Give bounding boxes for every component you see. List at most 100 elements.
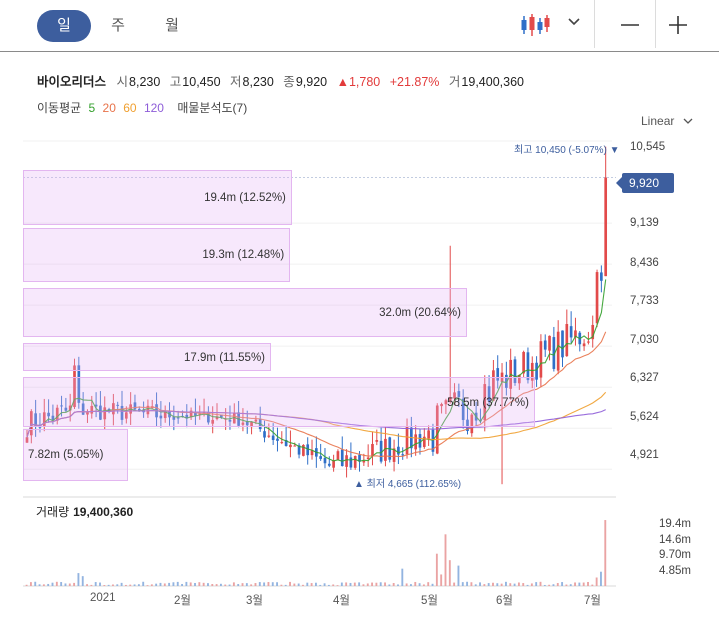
price-tick: 6,327 — [630, 372, 659, 384]
candle-body — [552, 337, 556, 369]
price-summary: 바이오리더스 시8,230 고10,450 저8,230 종9,920 ▲1,7… — [37, 71, 530, 90]
volume-bar — [587, 581, 589, 586]
volume-bar — [258, 582, 261, 586]
volume-bar — [470, 582, 473, 586]
tab-weekly[interactable]: 주 — [111, 17, 125, 34]
volume-bar — [150, 584, 153, 586]
volume-bar — [172, 582, 175, 586]
volume-bar — [211, 584, 214, 586]
volume-bar — [29, 582, 32, 586]
chevron-down-icon — [683, 118, 693, 124]
volume-bar — [336, 585, 339, 586]
candle-body — [64, 407, 68, 411]
volume-tick: 9.70m — [659, 549, 691, 561]
candle-body — [496, 368, 500, 381]
candle-body — [112, 403, 115, 415]
candle-body — [591, 324, 595, 340]
candle-body — [556, 331, 560, 371]
volume-bar — [479, 582, 481, 586]
volume-bar — [120, 582, 123, 586]
volume-bar — [34, 581, 37, 586]
volume-bar — [492, 582, 494, 586]
volume-bar — [323, 583, 326, 586]
candle-body — [245, 421, 249, 426]
scale-selector[interactable]: Linear — [641, 114, 693, 128]
tab-daily[interactable]: 일 — [37, 10, 91, 42]
volume-bar — [68, 583, 71, 586]
volume-bar — [375, 582, 378, 586]
candle-body — [250, 421, 253, 428]
candle-body — [466, 419, 469, 432]
candle-body — [362, 460, 366, 463]
minus-icon[interactable] — [619, 14, 641, 36]
candle-body — [574, 330, 577, 338]
scale-label: Linear — [641, 114, 675, 128]
candle-body — [565, 324, 569, 357]
candle-body — [444, 400, 448, 405]
volume-bar — [582, 582, 585, 586]
candle-body — [483, 384, 487, 421]
volume-profile-bar: 19.4m (12.52%) — [23, 169, 292, 226]
candle-body — [42, 412, 46, 427]
candle-body — [422, 436, 426, 447]
volume-bar — [591, 584, 594, 586]
volume-bar — [129, 584, 132, 586]
candle-body — [358, 454, 361, 462]
volume-tick: 19.4m — [659, 518, 691, 530]
toolbar-divider — [655, 0, 656, 48]
volume-bar — [232, 582, 235, 586]
candle-body — [561, 330, 564, 358]
volume-bar — [509, 583, 512, 586]
stock-name: 바이오리더스 — [37, 75, 107, 89]
ma-60[interactable]: 60 — [123, 101, 137, 115]
volume-bar — [569, 584, 572, 586]
candle-body — [276, 438, 279, 441]
candle-body — [302, 444, 305, 456]
volume-bar — [241, 583, 244, 586]
sales-analysis-label[interactable]: 매물분석도(7) — [177, 101, 248, 115]
time-tick: 3월 — [246, 595, 263, 607]
candle-body — [548, 335, 551, 351]
toolbar-divider — [594, 0, 595, 48]
candle-body — [349, 457, 353, 468]
volume-bar — [267, 582, 270, 586]
volume-panel-title: 거래량 19,400,360 — [36, 503, 133, 520]
volume-bar — [38, 584, 41, 586]
volume-bar — [133, 584, 136, 586]
candle-body — [604, 177, 608, 277]
volume-bar — [500, 583, 503, 586]
candle-body — [397, 446, 400, 455]
volume-bar — [77, 573, 80, 586]
chevron-down-icon[interactable] — [567, 15, 581, 29]
open-label: 시 — [116, 75, 129, 89]
volume-profile-bar: 32.0m (20.64%) — [23, 287, 467, 338]
candle-body — [375, 440, 379, 442]
change-value: ▲1,780 — [336, 75, 381, 89]
volume-bar — [185, 581, 188, 586]
volume-bar — [457, 565, 460, 586]
candle-body — [99, 405, 102, 420]
ma-5[interactable]: 5 — [88, 101, 96, 115]
volume-bar — [202, 582, 205, 586]
ma-20[interactable]: 20 — [102, 101, 116, 115]
volume-bar — [42, 584, 45, 586]
candle-body — [232, 412, 236, 424]
time-tick: 5월 — [421, 595, 438, 607]
volume-bar — [60, 582, 63, 586]
price-tick: 5,624 — [630, 411, 659, 423]
ma-120[interactable]: 120 — [143, 101, 164, 115]
moving-average-legend: 이동평균 5 20 60 120 매물분석도(7) — [37, 99, 251, 116]
volume-bar — [388, 584, 391, 586]
plus-icon[interactable] — [667, 14, 689, 36]
volume-bar — [224, 584, 227, 586]
candlestick-icon[interactable] — [520, 12, 550, 38]
candle-body — [379, 440, 383, 462]
tab-monthly[interactable]: 월 — [165, 17, 179, 34]
candle-body — [353, 455, 357, 468]
ma-label: 이동평균 — [37, 101, 82, 115]
candle-body — [55, 407, 59, 421]
candle-body — [133, 402, 137, 410]
candle-body — [595, 272, 599, 324]
volume-bar — [228, 584, 231, 586]
